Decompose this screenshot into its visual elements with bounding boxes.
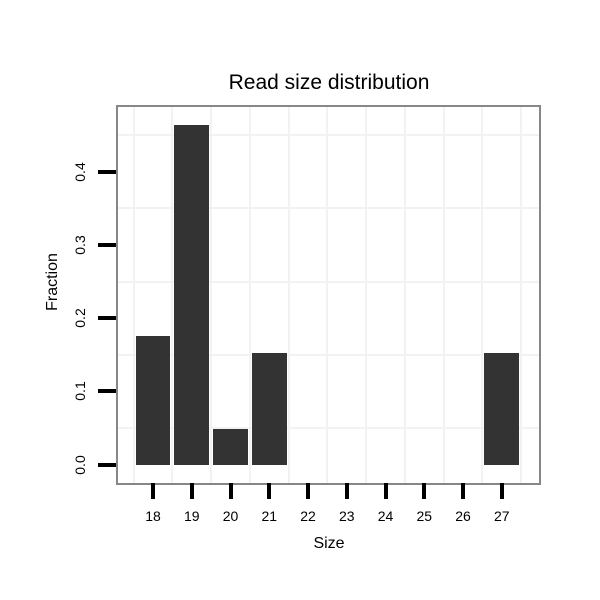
y-axis-title-text: Fraction	[44, 253, 61, 311]
x-tick	[499, 482, 504, 499]
x-tick-label: 24	[377, 508, 394, 524]
x-tick-label: 27	[493, 508, 510, 524]
x-tick-label: 22	[300, 508, 316, 524]
bar	[174, 124, 210, 465]
bar	[251, 352, 287, 465]
x-tick-label: 21	[261, 508, 278, 524]
x-tick-label: 25	[416, 508, 433, 524]
x-tick	[422, 482, 427, 499]
x-tick-label: 18	[145, 508, 161, 524]
bar	[484, 352, 520, 465]
y-tick	[97, 316, 116, 321]
x-axis-title: Size	[313, 535, 345, 552]
gridline-vertical	[442, 107, 445, 483]
gridline-vertical	[171, 107, 174, 483]
y-tick-label-text: 0.0	[72, 454, 88, 475]
chart-title: Read size distribution	[228, 71, 430, 94]
y-tick-label-text: 0.4	[72, 162, 88, 182]
x-tick	[344, 482, 349, 499]
gridline-vertical	[326, 107, 329, 483]
gridline-vertical	[481, 107, 484, 483]
x-tick	[383, 482, 388, 499]
x-tick	[189, 482, 194, 499]
y-tick	[97, 462, 116, 467]
plot-panel	[115, 105, 541, 485]
x-tick-label: 23	[338, 508, 355, 524]
x-tick	[267, 482, 272, 499]
bar	[213, 428, 248, 465]
x-tick	[151, 482, 155, 499]
x-tick	[306, 482, 310, 499]
x-tick-label: 19	[183, 508, 200, 524]
gridline-vertical	[210, 107, 213, 483]
gridline-vertical	[132, 107, 135, 483]
y-tick	[97, 169, 116, 174]
gridline-vertical	[248, 107, 251, 483]
gridline-vertical	[403, 107, 406, 483]
y-tick-label-text: 0.2	[72, 308, 88, 328]
x-tick	[228, 482, 233, 499]
bar	[135, 335, 171, 465]
y-tick	[97, 389, 116, 394]
y-tick-label-text: 0.1	[72, 381, 88, 402]
gridline-vertical	[520, 107, 523, 483]
y-tick	[97, 242, 116, 247]
x-tick-label: 20	[222, 508, 239, 524]
gridline-vertical	[365, 107, 368, 483]
x-tick	[461, 482, 465, 499]
x-tick-label: 26	[455, 508, 471, 524]
gridline-vertical	[287, 107, 290, 483]
y-tick-label-text: 0.3	[72, 235, 88, 255]
